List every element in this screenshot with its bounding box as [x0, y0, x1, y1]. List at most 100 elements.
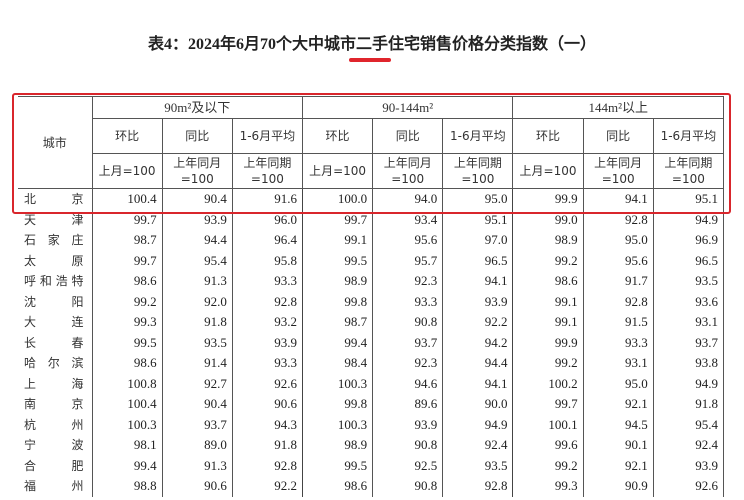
index-value: 100.0 [301, 188, 374, 210]
index-value: 93.3 [231, 353, 303, 374]
index-value: 99.1 [301, 230, 374, 251]
index-value: 93.7 [372, 332, 444, 353]
table-row: 沈阳 99.2 92.0 92.8 99.8 93.3 93.9 99.1 92.8 93.6 [18, 291, 725, 312]
index-value: 92.2 [231, 476, 303, 497]
table-row: 上海 100.8 92.7 92.6 100.3 94.6 94.1 100.2 95.0 94.… [18, 373, 725, 394]
base-header: 上年同月=100 [372, 153, 444, 189]
sub-header: 1-6月平均 [442, 118, 514, 154]
index-value: 99.7 [91, 209, 163, 230]
index-value: 96.0 [231, 209, 303, 230]
sub-header: 同比 [372, 118, 444, 154]
index-value: 93.4 [372, 209, 444, 230]
index-value: 93.9 [652, 455, 725, 476]
index-value: 92.4 [442, 435, 514, 456]
sub-header: 同比 [161, 118, 233, 154]
index-value: 92.0 [161, 291, 233, 312]
city-name: 石家庄 [18, 230, 93, 251]
index-value: 93.9 [372, 414, 444, 435]
index-value: 92.8 [582, 209, 654, 230]
index-value: 98.6 [91, 271, 163, 292]
index-value: 94.3 [231, 414, 303, 435]
index-value: 98.9 [301, 271, 374, 292]
index-value: 95.1 [652, 188, 725, 210]
index-value: 99.9 [512, 188, 584, 210]
index-value: 98.1 [91, 435, 163, 456]
index-value: 99.5 [301, 455, 374, 476]
index-value: 92.8 [231, 291, 303, 312]
group-header: 90m²及以下 [91, 96, 303, 119]
index-value: 100.3 [91, 414, 163, 435]
index-value: 99.8 [301, 394, 374, 415]
index-value: 94.5 [582, 414, 654, 435]
index-value: 94.1 [582, 188, 654, 210]
index-value: 90.8 [372, 312, 444, 333]
base-header: 上月=100 [301, 153, 374, 189]
index-value: 99.7 [301, 209, 374, 230]
table-row: 大连 99.3 91.8 93.2 98.7 90.8 92.2 99.1 91.5 93.1 [18, 312, 725, 333]
city-header: 城市 [18, 96, 93, 189]
index-value: 92.3 [372, 353, 444, 374]
index-value: 92.4 [652, 435, 725, 456]
index-value: 91.8 [652, 394, 725, 415]
index-value: 100.8 [91, 373, 163, 394]
index-value: 92.7 [161, 373, 233, 394]
index-value: 100.3 [301, 414, 374, 435]
index-value: 91.4 [161, 353, 233, 374]
index-value: 96.5 [652, 250, 725, 271]
index-value: 91.8 [161, 312, 233, 333]
table-row: 北京 100.4 90.4 91.6 100.0 94.0 95.0 99.9 94.1 95.1 [18, 188, 725, 210]
index-value: 99.2 [512, 353, 584, 374]
base-header: 上月=100 [512, 153, 584, 189]
city-name: 南京 [18, 394, 93, 415]
index-value: 95.1 [442, 209, 514, 230]
index-value: 100.4 [91, 394, 163, 415]
index-value: 95.8 [231, 250, 303, 271]
city-name: 呼和浩特 [18, 271, 93, 292]
city-name: 哈尔滨 [18, 353, 93, 374]
price-index-table: 城市 90m²及以下 90-144m² 144m²以上 环比 同比 1-6月平均 环比… [18, 96, 725, 497]
index-value: 90.9 [582, 476, 654, 497]
index-value: 94.4 [442, 353, 514, 374]
table-row: 合肥 99.4 91.3 92.8 99.5 92.5 93.5 99.2 92.1 93.9 [18, 455, 725, 476]
base-header: 上年同月=100 [582, 153, 654, 189]
index-value: 95.4 [652, 414, 725, 435]
index-value: 99.4 [301, 332, 374, 353]
index-value: 92.5 [372, 455, 444, 476]
base-header: 上年同期=100 [231, 153, 303, 189]
index-value: 89.6 [372, 394, 444, 415]
index-value: 91.3 [161, 271, 233, 292]
city-name: 福州 [18, 476, 93, 497]
index-value: 91.7 [582, 271, 654, 292]
index-value: 99.7 [512, 394, 584, 415]
index-value: 90.6 [161, 476, 233, 497]
base-header: 上年同月=100 [161, 153, 233, 189]
index-value: 90.1 [582, 435, 654, 456]
sub-header: 环比 [301, 118, 374, 154]
sub-header: 同比 [582, 118, 654, 154]
index-value: 99.2 [512, 250, 584, 271]
index-value: 94.9 [652, 209, 725, 230]
index-value: 94.1 [442, 271, 514, 292]
index-value: 98.6 [301, 476, 374, 497]
city-name: 上海 [18, 373, 93, 394]
index-value: 99.7 [91, 250, 163, 271]
index-value: 99.2 [91, 291, 163, 312]
index-value: 99.3 [512, 476, 584, 497]
index-value: 98.8 [91, 476, 163, 497]
index-value: 92.6 [652, 476, 725, 497]
index-value: 98.6 [512, 271, 584, 292]
city-name: 沈阳 [18, 291, 93, 312]
city-name: 大连 [18, 312, 93, 333]
table-row: 杭州 100.3 93.7 94.3 100.3 93.9 94.9 100.1 94.5 95.… [18, 414, 725, 435]
index-value: 95.0 [582, 230, 654, 251]
index-value: 97.0 [442, 230, 514, 251]
index-value: 99.2 [512, 455, 584, 476]
index-value: 94.6 [372, 373, 444, 394]
index-value: 90.4 [161, 188, 233, 210]
table-row: 石家庄 98.7 94.4 96.4 99.1 95.6 97.0 98.9 95.0 96.9 [18, 230, 725, 251]
table-row: 哈尔滨 98.6 91.4 93.3 98.4 92.3 94.4 99.2 93.1 93.8 [18, 353, 725, 374]
index-value: 98.9 [301, 435, 374, 456]
sub-header: 1-6月平均 [231, 118, 303, 154]
index-value: 93.9 [442, 291, 514, 312]
index-value: 98.4 [301, 353, 374, 374]
